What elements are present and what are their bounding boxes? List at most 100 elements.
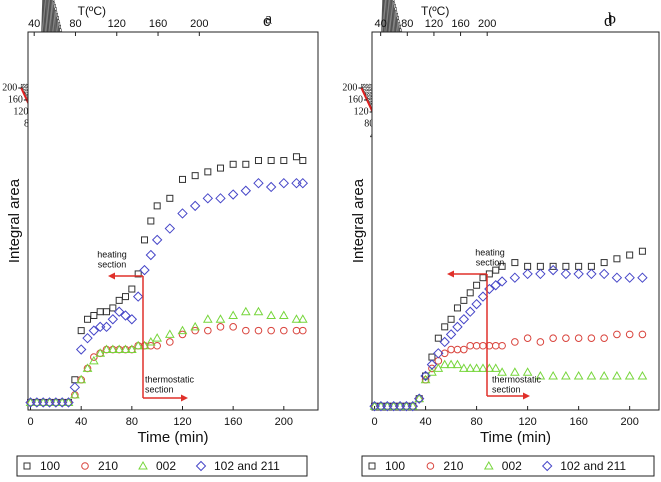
point bbox=[166, 194, 174, 202]
point bbox=[478, 363, 488, 372]
x-tick-label: 80 bbox=[126, 416, 138, 428]
x-tick-label: 120 bbox=[173, 416, 191, 428]
point bbox=[587, 334, 596, 342]
point bbox=[626, 251, 634, 259]
point bbox=[509, 272, 521, 283]
point bbox=[266, 310, 277, 319]
annotation: section bbox=[476, 257, 505, 267]
annotation: section bbox=[98, 259, 127, 269]
point bbox=[522, 268, 533, 280]
point bbox=[586, 268, 597, 280]
point bbox=[613, 255, 621, 263]
point bbox=[164, 223, 176, 234]
point bbox=[638, 330, 647, 339]
point bbox=[115, 296, 123, 304]
point bbox=[498, 262, 506, 270]
point bbox=[490, 363, 501, 372]
point bbox=[452, 359, 463, 369]
point bbox=[253, 306, 264, 316]
panel-label: d bbox=[604, 13, 612, 30]
annotation: section bbox=[145, 384, 174, 394]
point bbox=[229, 160, 237, 168]
legend-label: 002 bbox=[156, 459, 176, 473]
point bbox=[548, 370, 558, 380]
point bbox=[202, 193, 214, 204]
series bbox=[369, 359, 648, 410]
x2-tick-label: 80 bbox=[69, 18, 81, 30]
point bbox=[82, 363, 93, 372]
point bbox=[90, 353, 98, 361]
point bbox=[561, 370, 571, 380]
annotation: heating bbox=[475, 247, 505, 257]
point bbox=[535, 268, 546, 280]
point bbox=[433, 348, 444, 359]
point bbox=[134, 270, 142, 278]
point bbox=[446, 359, 456, 369]
x-tick-label: 160 bbox=[224, 416, 242, 428]
point bbox=[637, 370, 648, 380]
point bbox=[145, 249, 157, 261]
x2-tick-label: 160 bbox=[451, 18, 469, 30]
point bbox=[139, 264, 150, 276]
legend-marker bbox=[483, 460, 494, 470]
point bbox=[153, 341, 161, 350]
point bbox=[434, 334, 442, 342]
point bbox=[278, 177, 290, 189]
point bbox=[177, 325, 188, 335]
panel-label: c bbox=[263, 13, 271, 30]
y-axis-label: Integral area bbox=[350, 178, 367, 263]
point bbox=[477, 291, 489, 302]
point bbox=[132, 291, 144, 302]
point bbox=[490, 280, 501, 291]
legend-label: 100 bbox=[385, 459, 405, 473]
y-tick-label: 120 bbox=[13, 106, 28, 117]
point bbox=[242, 160, 250, 168]
point bbox=[600, 259, 608, 267]
legend-label: 210 bbox=[443, 459, 463, 473]
point bbox=[178, 175, 186, 183]
legend-box bbox=[16, 455, 308, 477]
point bbox=[88, 355, 99, 365]
point bbox=[414, 393, 425, 403]
point bbox=[114, 344, 125, 354]
x2-tick-label: 40 bbox=[28, 18, 40, 30]
point bbox=[164, 329, 175, 338]
point bbox=[242, 326, 250, 335]
point bbox=[216, 323, 225, 331]
point bbox=[128, 285, 136, 293]
point bbox=[190, 321, 201, 331]
point bbox=[549, 262, 557, 270]
point bbox=[107, 344, 118, 354]
point bbox=[152, 333, 163, 342]
point bbox=[202, 314, 213, 323]
point bbox=[465, 306, 476, 317]
x-tick-label: 160 bbox=[569, 416, 587, 428]
point bbox=[69, 382, 81, 393]
point bbox=[280, 326, 288, 335]
legend-label: 100 bbox=[40, 459, 60, 473]
point bbox=[254, 326, 263, 335]
x-tick-label: 0 bbox=[371, 416, 377, 428]
point bbox=[447, 315, 455, 323]
point bbox=[82, 332, 93, 344]
point bbox=[101, 321, 112, 333]
panel-label: b bbox=[608, 11, 616, 28]
point bbox=[291, 314, 302, 323]
point bbox=[510, 367, 520, 376]
point bbox=[120, 310, 131, 321]
point bbox=[498, 341, 506, 350]
legend-marker bbox=[195, 460, 207, 472]
x2-axis-label: T(ºC) bbox=[421, 4, 449, 18]
point bbox=[426, 359, 438, 370]
point bbox=[624, 272, 635, 283]
point bbox=[441, 323, 449, 331]
point bbox=[428, 364, 436, 373]
point bbox=[267, 157, 275, 165]
point bbox=[297, 314, 308, 323]
legend-label: 210 bbox=[98, 459, 118, 473]
point bbox=[586, 370, 597, 380]
arrow-head bbox=[181, 394, 188, 402]
point bbox=[216, 164, 224, 172]
x2-tick-label: 80 bbox=[401, 18, 413, 30]
